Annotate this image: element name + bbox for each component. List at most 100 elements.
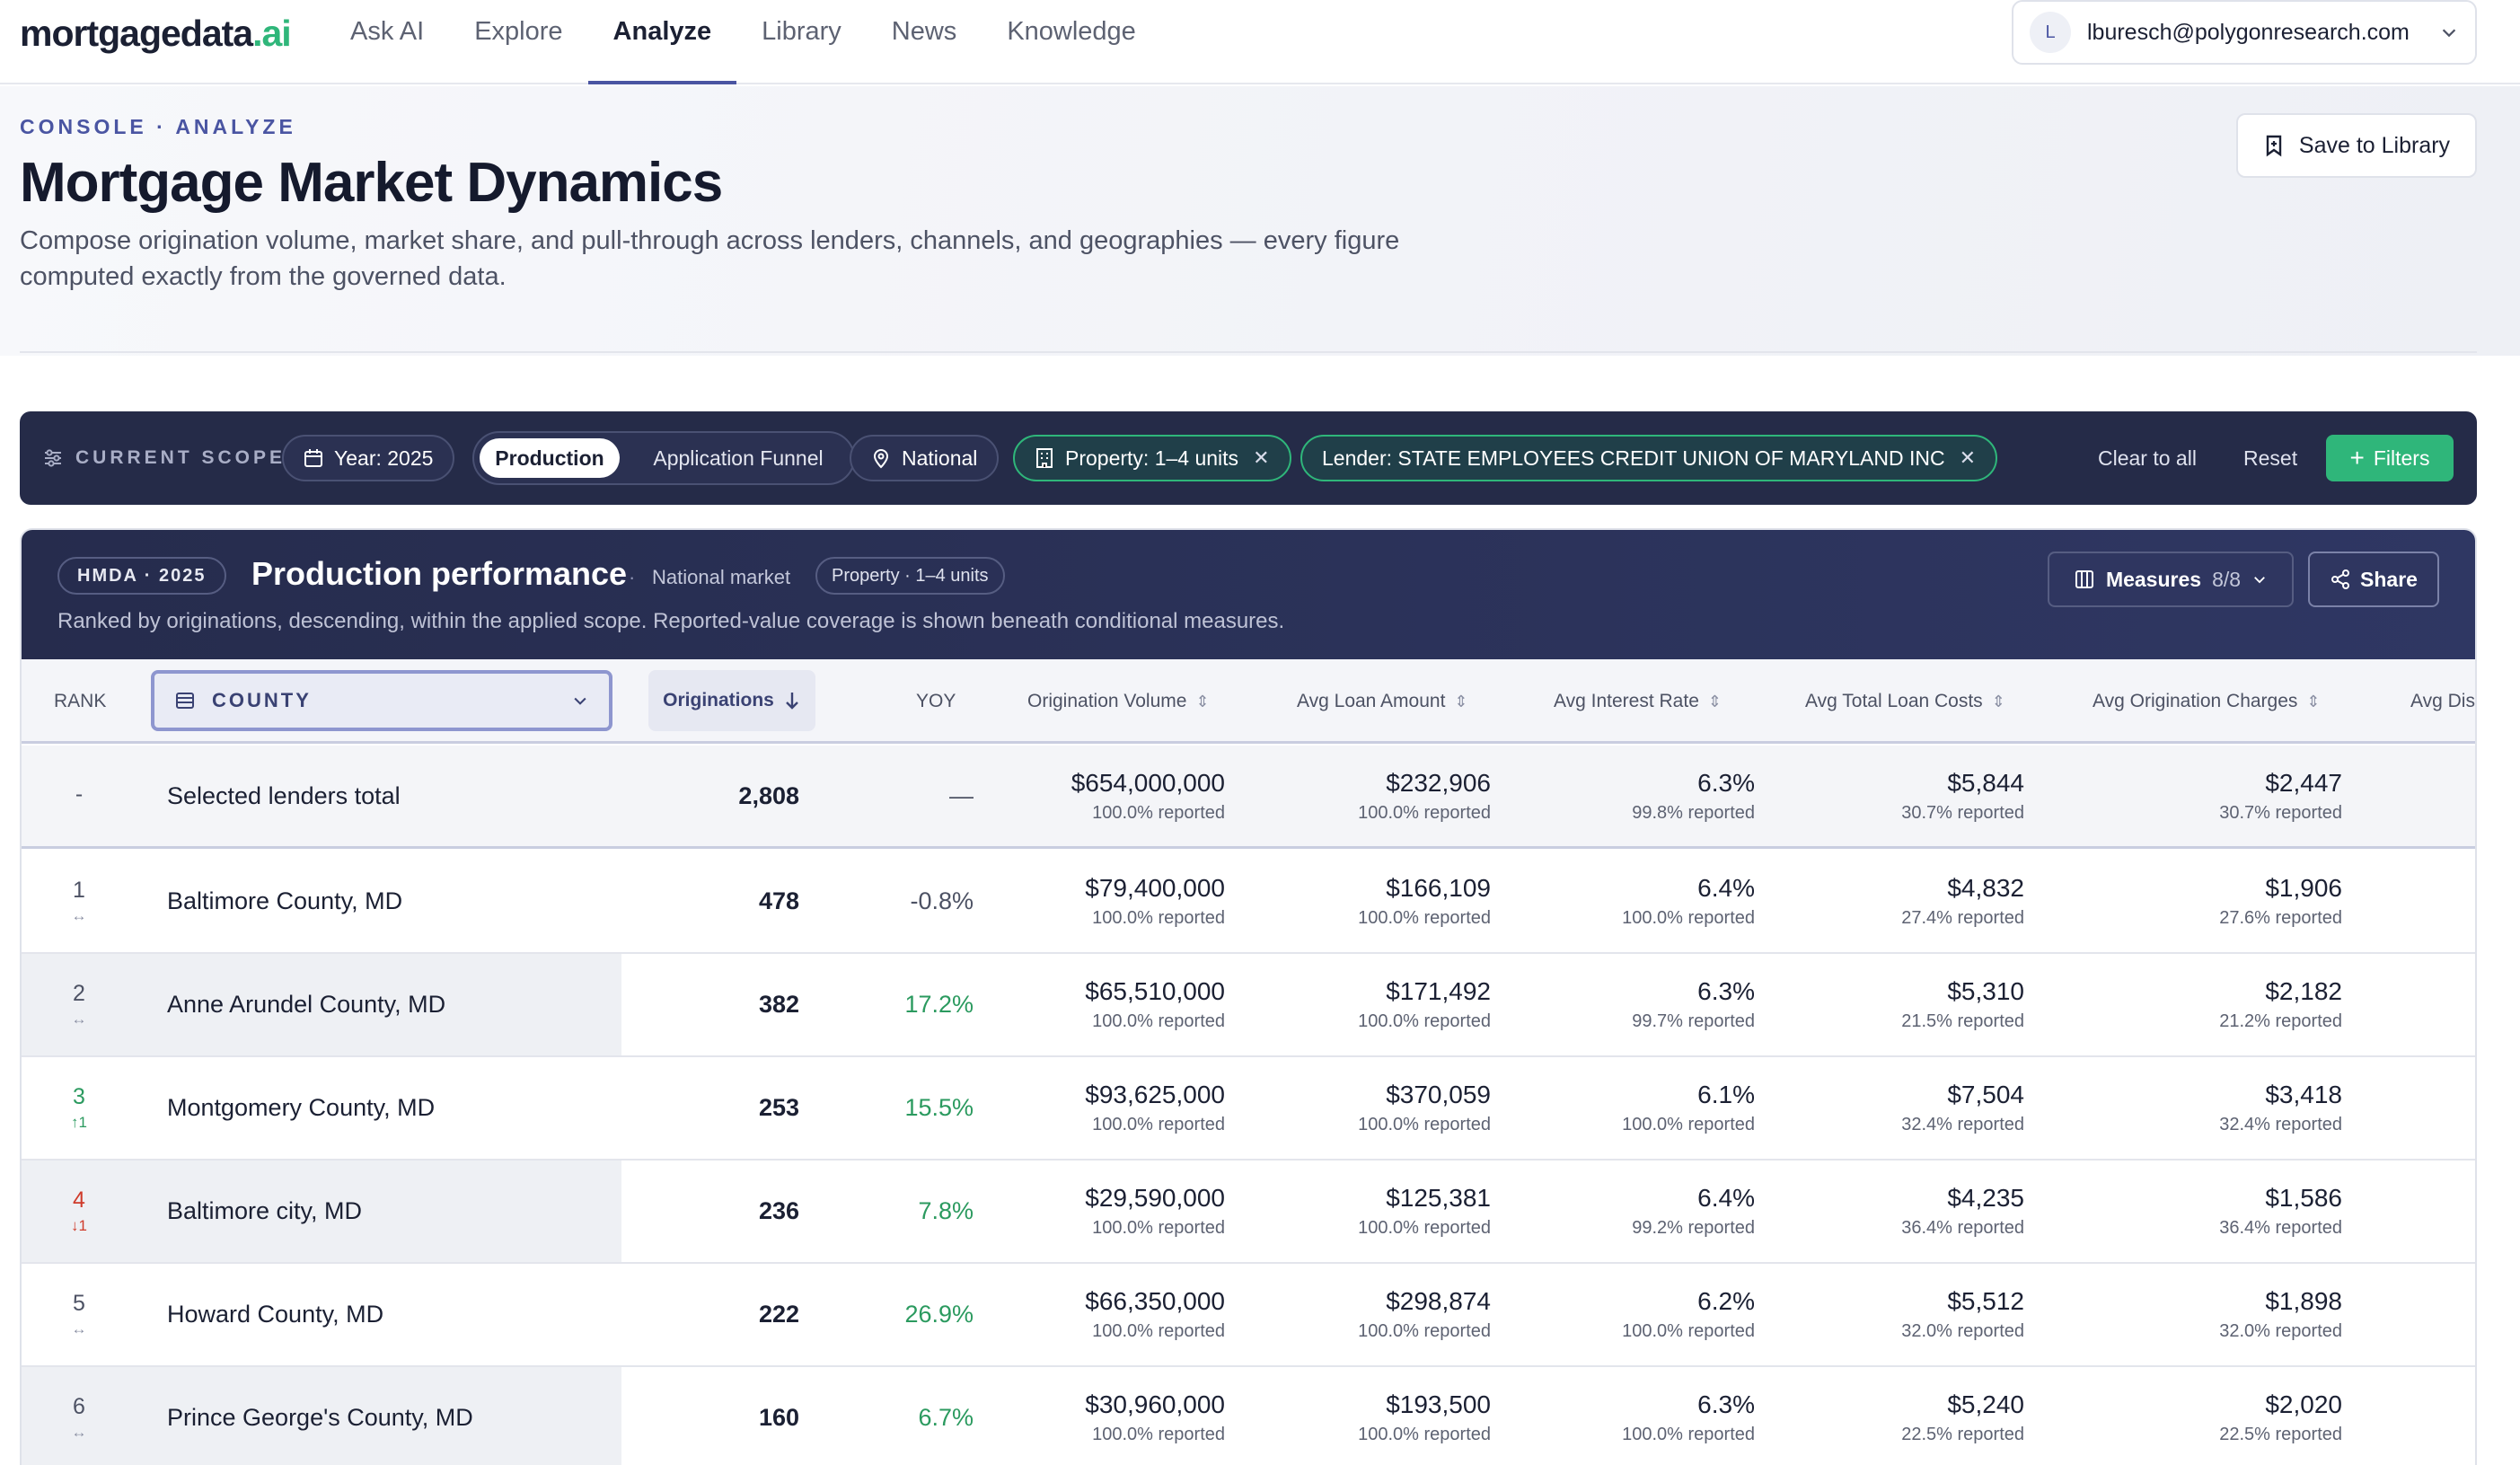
col-avg-loan-amount-label: Avg Loan Amount <box>1297 691 1446 711</box>
toggle-application-funnel[interactable]: Application Funnel <box>653 446 824 470</box>
rank-cell: 4 ↓1 <box>22 1187 137 1235</box>
rank-number: 6 <box>73 1394 85 1419</box>
year-chip[interactable]: Year: 2025 <box>282 435 455 481</box>
originations-label: Originations <box>663 690 774 710</box>
nav-analyze[interactable]: Analyze <box>587 0 737 84</box>
nav-library[interactable]: Library <box>762 17 841 46</box>
coverage: 27.6% reported <box>2219 908 2342 928</box>
table-row[interactable]: 3 ↑1 Montgomery County, MD 253 15.5% $93,625,… <box>22 1057 2475 1161</box>
rank-cell: 2 ↔ <box>22 981 137 1028</box>
page-title: Mortgage Market Dynamics <box>20 152 723 214</box>
originations-value: 382 <box>758 991 799 1018</box>
close-icon[interactable]: ✕ <box>1959 446 1977 469</box>
coverage: 100.0% reported <box>1092 803 1225 823</box>
filters-button[interactable]: + Filters <box>2326 435 2454 481</box>
col-origination-volume[interactable]: Origination Volume ⇕ <box>1027 659 1210 744</box>
save-to-library-button[interactable]: Save to Library <box>2236 113 2477 178</box>
coverage: 100.0% reported <box>1358 1115 1491 1134</box>
nav-knowledge[interactable]: Knowledge <box>1007 17 1136 46</box>
dimension-select[interactable]: COUNTY <box>151 670 612 731</box>
charges-cell: $1,586 36.4% reported <box>2127 1184 2342 1239</box>
nav-ask-ai[interactable]: Ask AI <box>350 17 425 46</box>
rate-cell: 6.3% 99.7% reported <box>1539 977 1755 1032</box>
rank-number: 1 <box>73 878 85 903</box>
account-menu[interactable]: L lburesch@polygonresearch.com <box>2012 0 2477 65</box>
col-avg-origination-charges[interactable]: Avg Origination Charges ⇕ <box>2093 659 2321 744</box>
nav-links: Ask AI Explore Analyze Library News Know… <box>325 0 1161 84</box>
measures-button[interactable]: Measures 8/8 <box>2048 552 2294 607</box>
coverage: 100.0% reported <box>1358 1011 1491 1031</box>
logo[interactable]: mortgagedata.ai <box>20 13 292 55</box>
coverage: 30.7% reported <box>1901 803 2024 823</box>
originations-value: 222 <box>758 1301 799 1328</box>
chevron-down-icon <box>2254 577 2265 584</box>
yoy-value: 7.8% <box>918 1197 974 1224</box>
costs-cell: $4,832 27.4% reported <box>1809 874 2024 929</box>
table-icon <box>176 693 194 709</box>
value: $166,109 <box>1386 874 1491 902</box>
table-row[interactable]: 5 ↔ Howard County, MD 222 26.9% $66,350,000 10… <box>22 1264 2475 1367</box>
volume-cell: $65,510,000 100.0% reported <box>1009 977 1225 1032</box>
coverage: 36.4% reported <box>2219 1218 2342 1238</box>
county-name[interactable]: Baltimore city, MD <box>167 1197 363 1224</box>
nav-explore[interactable]: Explore <box>474 17 563 46</box>
rank-change: ↔ <box>71 907 87 924</box>
county-name[interactable]: Baltimore County, MD <box>167 887 403 914</box>
property-chip[interactable]: Property: 1–4 units ✕ <box>1013 435 1291 481</box>
coverage: 30.7% reported <box>2219 803 2342 823</box>
value: $232,906 <box>1386 769 1491 797</box>
geo-chip[interactable]: National <box>850 435 1000 481</box>
rate-cell: 6.4% 99.2% reported <box>1539 1184 1755 1239</box>
rank-cell: 5 ↔ <box>22 1291 137 1338</box>
top-nav: mortgagedata.ai Ask AI Explore Analyze L… <box>0 0 2520 84</box>
value: $193,500 <box>1386 1390 1491 1418</box>
yoy-value: 15.5% <box>904 1094 974 1121</box>
table-row[interactable]: 6 ↔ Prince George's County, MD 160 6.7% $30,9… <box>22 1367 2475 1465</box>
lender-chip[interactable]: Lender: STATE EMPLOYEES CREDIT UNION OF … <box>1300 435 1998 481</box>
nav-news[interactable]: News <box>891 17 957 46</box>
scope-label-text: CURRENT SCOPE <box>75 447 286 468</box>
coverage: 32.4% reported <box>2219 1115 2342 1134</box>
table-row[interactable]: 4 ↓1 Baltimore city, MD 236 7.8% $29,590,000 1… <box>22 1161 2475 1264</box>
row-highlight <box>22 1367 621 1465</box>
clear-to-all-button[interactable]: Clear to all <box>2098 446 2197 470</box>
geo-chip-label: National <box>902 446 978 470</box>
coverage: 22.5% reported <box>2219 1425 2342 1444</box>
value: 6.4% <box>1697 874 1755 902</box>
table-row[interactable]: 1 ↔ Baltimore County, MD 478 -0.8% $79,400,00… <box>22 851 2475 954</box>
page-subtitle: Compose origination volume, market share… <box>20 226 1400 291</box>
production-panel: HMDA · 2025 Production performance · Nat… <box>20 528 2477 1465</box>
toggle-production[interactable]: Production <box>480 438 620 478</box>
close-icon[interactable]: ✕ <box>1253 446 1270 469</box>
row-highlight <box>22 954 621 1055</box>
col-avg-total-loan-costs-label: Avg Total Loan Costs <box>1805 691 1983 711</box>
county-name[interactable]: Montgomery County, MD <box>167 1094 436 1121</box>
table-row[interactable]: 2 ↔ Anne Arundel County, MD 382 17.2% $65,510… <box>22 954 2475 1057</box>
coverage: 100.0% reported <box>1092 908 1225 928</box>
coverage: 100.0% reported <box>1622 1115 1755 1134</box>
county-name[interactable]: Howard County, MD <box>167 1301 384 1328</box>
originations-sort-header[interactable]: Originations <box>648 670 815 731</box>
total-originations: 2,808 <box>738 782 799 809</box>
value: $2,447 <box>2265 769 2342 797</box>
col-avg-total-loan-costs[interactable]: Avg Total Loan Costs ⇕ <box>1805 659 2005 744</box>
reset-button[interactable]: Reset <box>2243 446 2298 470</box>
col-avg-loan-amount[interactable]: Avg Loan Amount ⇕ <box>1297 659 1468 744</box>
share-button[interactable]: Share <box>2308 552 2439 607</box>
loan-cell: $166,109 100.0% reported <box>1275 874 1491 929</box>
value: $654,000,000 <box>1071 769 1225 797</box>
value: 6.2% <box>1697 1287 1755 1315</box>
loan-cell: $171,492 100.0% reported <box>1275 977 1491 1032</box>
total-yoy: — <box>949 782 974 809</box>
rank-cell: 6 ↔ <box>22 1394 137 1442</box>
col-avg-dis[interactable]: Avg Dis <box>2410 691 2475 711</box>
sort-icon: ⇕ <box>2306 692 2321 710</box>
col-avg-interest-rate[interactable]: Avg Interest Rate ⇕ <box>1554 659 1722 744</box>
county-name[interactable]: Prince George's County, MD <box>167 1404 473 1431</box>
hero-background <box>0 86 2520 356</box>
value: 6.4% <box>1697 1184 1755 1212</box>
value: $29,590,000 <box>1085 1184 1225 1212</box>
col-avg-interest-rate-label: Avg Interest Rate <box>1554 691 1699 711</box>
county-name[interactable]: Anne Arundel County, MD <box>167 991 446 1018</box>
coverage: 99.7% reported <box>1632 1011 1755 1031</box>
